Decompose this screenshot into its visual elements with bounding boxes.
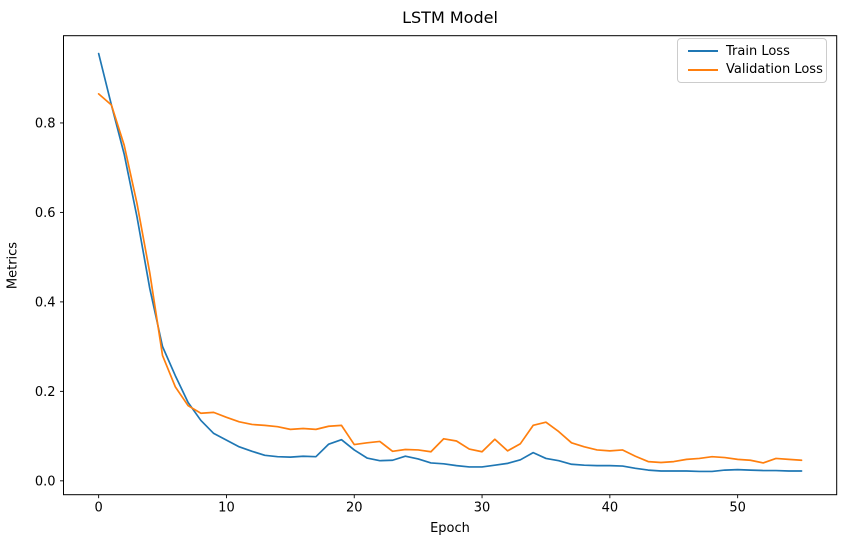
y-tick-label: 0.6 <box>35 206 56 221</box>
y-tick-label: 0.2 <box>35 385 56 400</box>
train-loss-line-swatch <box>688 50 718 53</box>
x-tick-label: 50 <box>729 501 746 516</box>
x-tick-label: 0 <box>95 501 103 516</box>
validation-loss-line <box>97 93 803 464</box>
chart-title: LSTM Model <box>402 8 498 27</box>
train-loss-line <box>97 52 803 473</box>
validation-loss-line-swatch <box>688 68 718 71</box>
legend-item-validation-loss: Validation Loss <box>684 61 823 80</box>
y-tick-label: 0.4 <box>35 295 56 310</box>
x-tick-label: 30 <box>474 501 491 516</box>
x-tick-label: 10 <box>218 501 235 516</box>
axes-spines <box>63 35 838 496</box>
y-tick-label: 0.8 <box>35 116 56 131</box>
legend-label-validation-loss: Validation Loss <box>726 62 823 78</box>
y-axis-label: Metrics <box>5 241 21 290</box>
legend-item-train-loss: Train Loss <box>684 42 820 61</box>
y-tick-label: 0.0 <box>35 474 56 489</box>
x-tick-label: 40 <box>602 501 619 516</box>
x-tick-label: 20 <box>346 501 363 516</box>
legend-label-train-loss: Train Loss <box>726 43 790 59</box>
legend: Train Loss Validation Loss <box>677 38 827 83</box>
x-axis-label: Epoch <box>430 521 470 536</box>
